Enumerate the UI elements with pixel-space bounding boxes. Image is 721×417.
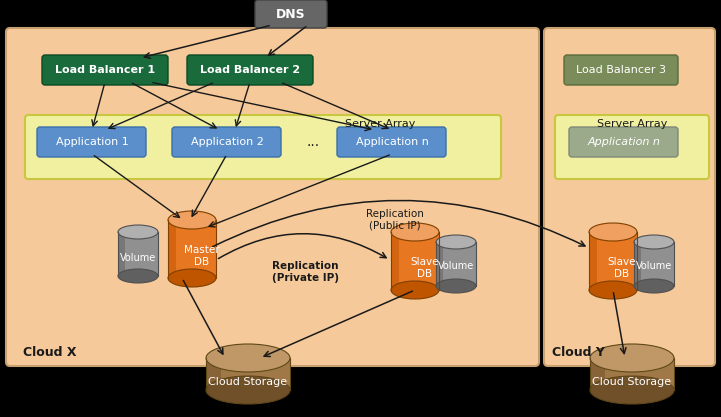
FancyBboxPatch shape: [634, 242, 674, 286]
FancyBboxPatch shape: [118, 232, 125, 276]
FancyBboxPatch shape: [589, 232, 598, 290]
FancyBboxPatch shape: [168, 220, 177, 278]
Ellipse shape: [436, 235, 476, 249]
FancyBboxPatch shape: [25, 115, 501, 179]
FancyBboxPatch shape: [206, 358, 221, 390]
Ellipse shape: [391, 281, 439, 299]
FancyBboxPatch shape: [634, 242, 641, 286]
Text: Slave
DB: Slave DB: [608, 257, 636, 279]
FancyBboxPatch shape: [544, 28, 715, 366]
Text: Volume: Volume: [438, 261, 474, 271]
Text: Cloud Y: Cloud Y: [552, 346, 604, 359]
Ellipse shape: [118, 225, 158, 239]
Ellipse shape: [590, 376, 674, 404]
FancyBboxPatch shape: [569, 127, 678, 157]
Text: Slave
DB: Slave DB: [411, 257, 439, 279]
FancyBboxPatch shape: [436, 242, 443, 286]
Ellipse shape: [589, 223, 637, 241]
Text: Load Balancer 3: Load Balancer 3: [576, 65, 666, 75]
FancyBboxPatch shape: [42, 55, 168, 85]
Text: Master
DB: Master DB: [184, 245, 220, 267]
Ellipse shape: [168, 211, 216, 229]
Ellipse shape: [634, 279, 674, 293]
Text: Load Balancer 2: Load Balancer 2: [200, 65, 300, 75]
FancyBboxPatch shape: [564, 55, 678, 85]
Text: Application 1: Application 1: [56, 137, 128, 147]
Text: Application 2: Application 2: [190, 137, 263, 147]
FancyBboxPatch shape: [589, 232, 637, 290]
Text: Application n: Application n: [355, 137, 428, 147]
Ellipse shape: [589, 281, 637, 299]
FancyBboxPatch shape: [172, 127, 281, 157]
FancyBboxPatch shape: [391, 232, 439, 290]
Text: Cloud X: Cloud X: [23, 346, 76, 359]
FancyBboxPatch shape: [187, 55, 313, 85]
FancyBboxPatch shape: [555, 115, 709, 179]
Text: DNS: DNS: [276, 8, 306, 20]
FancyBboxPatch shape: [337, 127, 446, 157]
FancyBboxPatch shape: [590, 358, 605, 390]
FancyBboxPatch shape: [255, 0, 327, 28]
FancyBboxPatch shape: [118, 232, 158, 276]
Text: ...: ...: [306, 135, 319, 149]
Text: Application n: Application n: [588, 137, 660, 147]
Ellipse shape: [118, 269, 158, 283]
Text: Server Array: Server Array: [345, 119, 415, 129]
Text: Server Array: Server Array: [597, 119, 667, 129]
Ellipse shape: [634, 235, 674, 249]
Text: Load Balancer 1: Load Balancer 1: [55, 65, 155, 75]
Text: Replication
(Public IP): Replication (Public IP): [366, 209, 424, 231]
Text: Cloud Storage: Cloud Storage: [593, 377, 671, 387]
FancyBboxPatch shape: [37, 127, 146, 157]
Ellipse shape: [391, 223, 439, 241]
FancyBboxPatch shape: [168, 220, 216, 278]
Text: Replication
(Private IP): Replication (Private IP): [272, 261, 338, 283]
FancyBboxPatch shape: [391, 232, 399, 290]
Ellipse shape: [206, 344, 290, 372]
Ellipse shape: [206, 376, 290, 404]
Text: Volume: Volume: [120, 253, 156, 263]
FancyBboxPatch shape: [436, 242, 476, 286]
FancyBboxPatch shape: [206, 358, 290, 390]
Ellipse shape: [436, 279, 476, 293]
FancyBboxPatch shape: [6, 28, 539, 366]
FancyBboxPatch shape: [590, 358, 674, 390]
Text: Cloud Storage: Cloud Storage: [208, 377, 288, 387]
Ellipse shape: [168, 269, 216, 287]
Text: Volume: Volume: [636, 261, 672, 271]
Ellipse shape: [590, 344, 674, 372]
